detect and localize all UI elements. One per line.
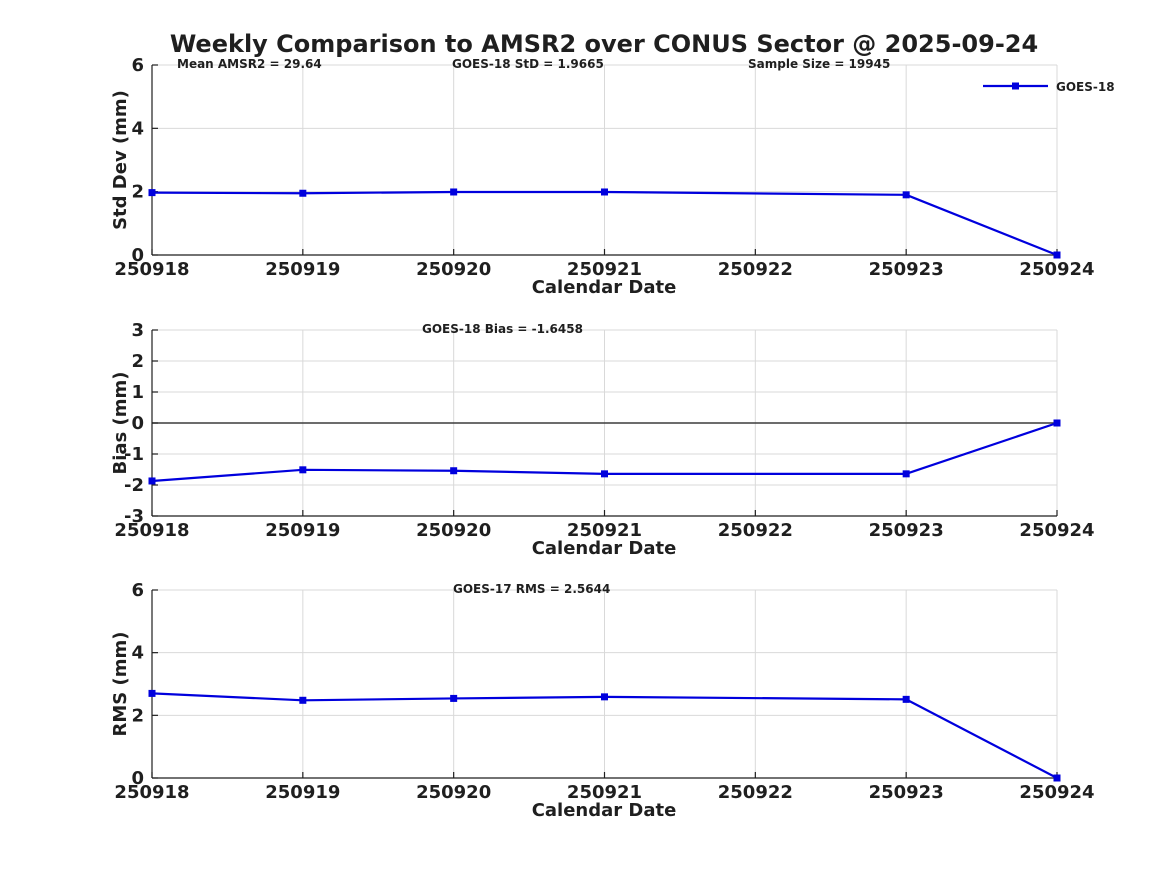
data-point-marker	[601, 188, 608, 196]
data-point-marker	[1053, 774, 1061, 782]
y-axis-title: Std Dev (mm)	[110, 90, 131, 230]
y-tick-label: -1	[124, 444, 144, 465]
y-tick-label: 6	[131, 580, 144, 601]
annotation-text: Sample Size = 19945	[748, 57, 890, 71]
data-point-marker	[902, 191, 910, 199]
data-point-marker	[1053, 251, 1061, 259]
x-tick-label: 250919	[265, 782, 340, 803]
y-axis-title: RMS (mm)	[110, 632, 131, 737]
data-point-marker	[148, 477, 156, 485]
y-tick-label: 4	[131, 118, 144, 139]
x-tick-label: 250922	[718, 520, 793, 541]
data-point-marker	[902, 470, 910, 478]
y-tick-label: 2	[131, 351, 144, 372]
annotation-text: Mean AMSR2 = 29.64	[177, 57, 322, 71]
subplot-bias: 250918 250919 250920 250921 250922 250923 2509…	[110, 320, 1095, 559]
data-point-marker	[450, 467, 458, 475]
x-tick-label: 250923	[869, 520, 944, 541]
subplot-rms: 250918 250919 250920 250921 250922 250923 2509…	[110, 580, 1095, 821]
data-point-marker	[299, 696, 307, 704]
data-point-marker	[148, 189, 156, 197]
y-tick-label: 2	[131, 705, 144, 726]
data-point-marker	[902, 695, 910, 703]
x-tick-label: 250921	[567, 520, 642, 541]
x-axis-title: Calendar Date	[532, 538, 677, 559]
x-tick-label: 250919	[265, 520, 340, 541]
data-point-marker	[601, 693, 608, 701]
x-tick-label: 250920	[416, 259, 491, 280]
x-tick-label: 250921	[567, 782, 642, 803]
annotation-text: GOES-18 StD = 1.9665	[452, 57, 604, 71]
x-tick-label: 250921	[567, 259, 642, 280]
y-tick-label: 6	[131, 55, 144, 76]
x-tick-label: 250923	[869, 782, 944, 803]
data-point-marker	[299, 466, 307, 474]
data-line	[151, 421, 1058, 483]
y-tick-label: -2	[124, 475, 144, 496]
x-tick-label: 250920	[416, 520, 491, 541]
x-tick-label: 250918	[114, 782, 189, 803]
y-tick-label: 0	[131, 768, 144, 789]
legend-marker	[1012, 82, 1019, 90]
y-tick-label: 2	[131, 182, 144, 203]
data-point-marker	[450, 188, 458, 196]
x-tick-label: 250918	[114, 259, 189, 280]
x-tick-label: 250922	[718, 782, 793, 803]
data-line	[151, 190, 1058, 257]
data-point-marker	[299, 189, 307, 197]
data-line	[151, 692, 1058, 779]
x-tick-label: 250920	[416, 782, 491, 803]
y-tick-label: 0	[131, 413, 144, 434]
x-tick-label: 250924	[1019, 782, 1094, 803]
annotation-text: GOES-18 Bias = -1.6458	[422, 322, 583, 336]
x-axis-title: Calendar Date	[532, 277, 677, 298]
x-axis-title: Calendar Date	[532, 800, 677, 821]
data-point-marker	[450, 694, 458, 702]
annotation-text: GOES-17 RMS = 2.5644	[453, 582, 610, 596]
x-tick-label: 250924	[1019, 520, 1094, 541]
x-tick-label: 250924	[1019, 259, 1094, 280]
data-point-marker	[148, 689, 156, 697]
y-tick-label: 0	[131, 245, 144, 266]
data-point-marker	[601, 470, 608, 478]
y-tick-label: -3	[124, 506, 144, 527]
x-tick-label: 250922	[718, 259, 793, 280]
y-tick-label: 1	[131, 382, 144, 403]
x-tick-label: 250918	[114, 520, 189, 541]
legend-label: GOES-18	[1056, 80, 1115, 94]
subplot-std-dev: 250918 250919 250920 250921 250922 250923 2509…	[110, 55, 1115, 298]
y-tick-label: 3	[131, 320, 144, 341]
x-tick-label: 250923	[869, 259, 944, 280]
legend: GOES-18	[983, 80, 1115, 94]
data-point-marker	[1053, 419, 1061, 427]
chart-title: Weekly Comparison to AMSR2 over CONUS Se…	[170, 30, 1038, 58]
y-axis-title: Bias (mm)	[110, 372, 131, 475]
x-tick-label: 250919	[265, 259, 340, 280]
y-tick-label: 4	[131, 643, 144, 664]
